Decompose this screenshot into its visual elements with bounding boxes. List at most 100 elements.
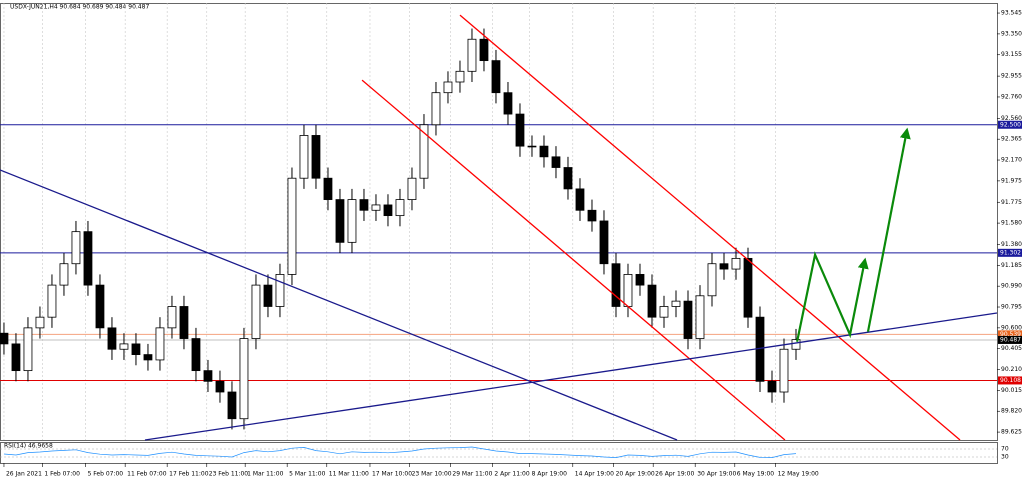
candle-body	[527, 145, 537, 148]
y-tick-label: 90.600	[1001, 324, 1022, 331]
candle-body	[275, 274, 285, 307]
candle-body	[455, 70, 465, 83]
level-label: 90.539	[1000, 331, 1021, 338]
candle-body	[167, 306, 177, 329]
trendline	[144, 312, 998, 441]
candle-body	[251, 284, 261, 339]
candle-body	[347, 199, 357, 243]
level-label-box	[998, 335, 1022, 344]
x-tick-label: 8 Apr 19:00	[532, 471, 567, 478]
candle-body	[203, 370, 213, 382]
y-tick-label: 90.795	[1001, 304, 1022, 311]
rsi-level-label: 70	[1001, 446, 1009, 453]
x-tick-label: 1 Mar 11:00	[247, 471, 283, 478]
candle-body	[335, 199, 345, 243]
candle-body	[287, 177, 297, 275]
candle-body	[131, 343, 141, 355]
candle-body	[599, 220, 609, 265]
level-label: 91.302	[1000, 249, 1021, 256]
candle-body	[587, 209, 597, 222]
candle-body	[299, 135, 309, 179]
x-tick-label: 12 May 19:00	[778, 471, 819, 478]
candle-body	[683, 300, 693, 339]
candle-body	[431, 92, 441, 126]
chart-title: USDX-JUN21,H4 90.684 90.689 90.484 90.48…	[10, 4, 149, 11]
candle-body	[47, 284, 57, 318]
y-tick-label: 93.155	[1001, 51, 1022, 58]
y-tick-label: 89.820	[1001, 408, 1022, 415]
y-tick-label: 92.170	[1001, 157, 1022, 164]
candle-body	[323, 177, 333, 200]
candle-body	[155, 327, 165, 361]
candle-body	[479, 38, 489, 62]
candle-body	[491, 60, 501, 94]
candle-body	[419, 124, 429, 179]
main-frame	[0, 3, 998, 441]
y-tick-label: 92.760	[1001, 93, 1022, 100]
y-tick-label: 90.990	[1001, 283, 1022, 290]
candle-body	[563, 167, 573, 190]
candle-body	[443, 81, 453, 94]
x-tick-label: 29 Mar 11:00	[452, 471, 492, 478]
candle-body	[575, 188, 585, 211]
candle-body	[695, 295, 705, 339]
level-label-box	[998, 330, 1022, 339]
level-label: 90.108	[1000, 377, 1021, 384]
candle-body	[551, 156, 561, 168]
x-tick-label: 30 Apr 19:00	[697, 471, 736, 478]
rsi-label: RSI(14) 46.9658	[4, 443, 53, 450]
candle-body	[731, 257, 741, 270]
y-tick-label: 91.380	[1001, 241, 1022, 248]
y-tick-label: 90.015	[1001, 387, 1022, 394]
candle-body	[263, 284, 273, 307]
candle-body	[0, 332, 9, 345]
candle-body	[623, 274, 633, 307]
candle-body	[35, 316, 45, 329]
candle-body	[143, 354, 153, 361]
candle-body	[119, 343, 129, 350]
y-tick-label: 90.210	[1001, 366, 1022, 373]
y-tick-label: 91.185	[1001, 262, 1022, 269]
trendline	[0, 169, 678, 441]
x-tick-label: 17 Mar 10:00	[372, 471, 412, 478]
candle-body	[179, 306, 189, 339]
x-tick-label: 23 Mar 10:00	[412, 471, 452, 478]
x-tick-label: 5 Feb 07:00	[88, 471, 124, 478]
x-tick-label: 1 Feb 07:00	[44, 471, 80, 478]
candle-body	[359, 199, 369, 211]
x-tick-label: 11 Feb 07:00	[127, 471, 167, 478]
candle-body	[311, 135, 321, 179]
x-tick-label: 26 Jan 2021	[6, 471, 42, 478]
candle-body	[539, 145, 549, 158]
candle-body	[671, 300, 681, 307]
x-tick-label: 5 Mar 11:00	[289, 471, 325, 478]
level-label-box	[998, 376, 1022, 385]
candle-body	[11, 343, 21, 372]
candle-body	[59, 263, 69, 286]
candle-body	[503, 92, 513, 115]
level-label: 90.487	[1000, 336, 1021, 343]
x-tick-label: 2 Apr 11:00	[494, 471, 529, 478]
candle-body	[395, 199, 405, 217]
candle-body	[791, 339, 801, 350]
candle-body	[407, 177, 417, 200]
candle-body	[191, 338, 201, 372]
x-tick-label: 6 May 19:00	[737, 471, 775, 478]
y-tick-label: 93.350	[1001, 30, 1022, 37]
rsi-level-label: 30	[1001, 454, 1009, 461]
rsi-line	[3, 446, 797, 458]
x-tick-label: 23 Feb 11:00	[209, 471, 249, 478]
candle-body	[107, 327, 117, 350]
candle-body	[83, 231, 93, 286]
candle-body	[647, 284, 657, 318]
candle-body	[227, 391, 237, 420]
candle-body	[779, 348, 789, 393]
forecast-arrow	[866, 127, 911, 332]
y-tick-label: 91.580	[1001, 220, 1022, 227]
candle-body	[383, 204, 393, 217]
candle-body	[659, 306, 669, 318]
forecast-arrow	[795, 251, 869, 342]
x-tick-label: 20 Apr 19:00	[616, 471, 655, 478]
trendline	[361, 79, 786, 441]
